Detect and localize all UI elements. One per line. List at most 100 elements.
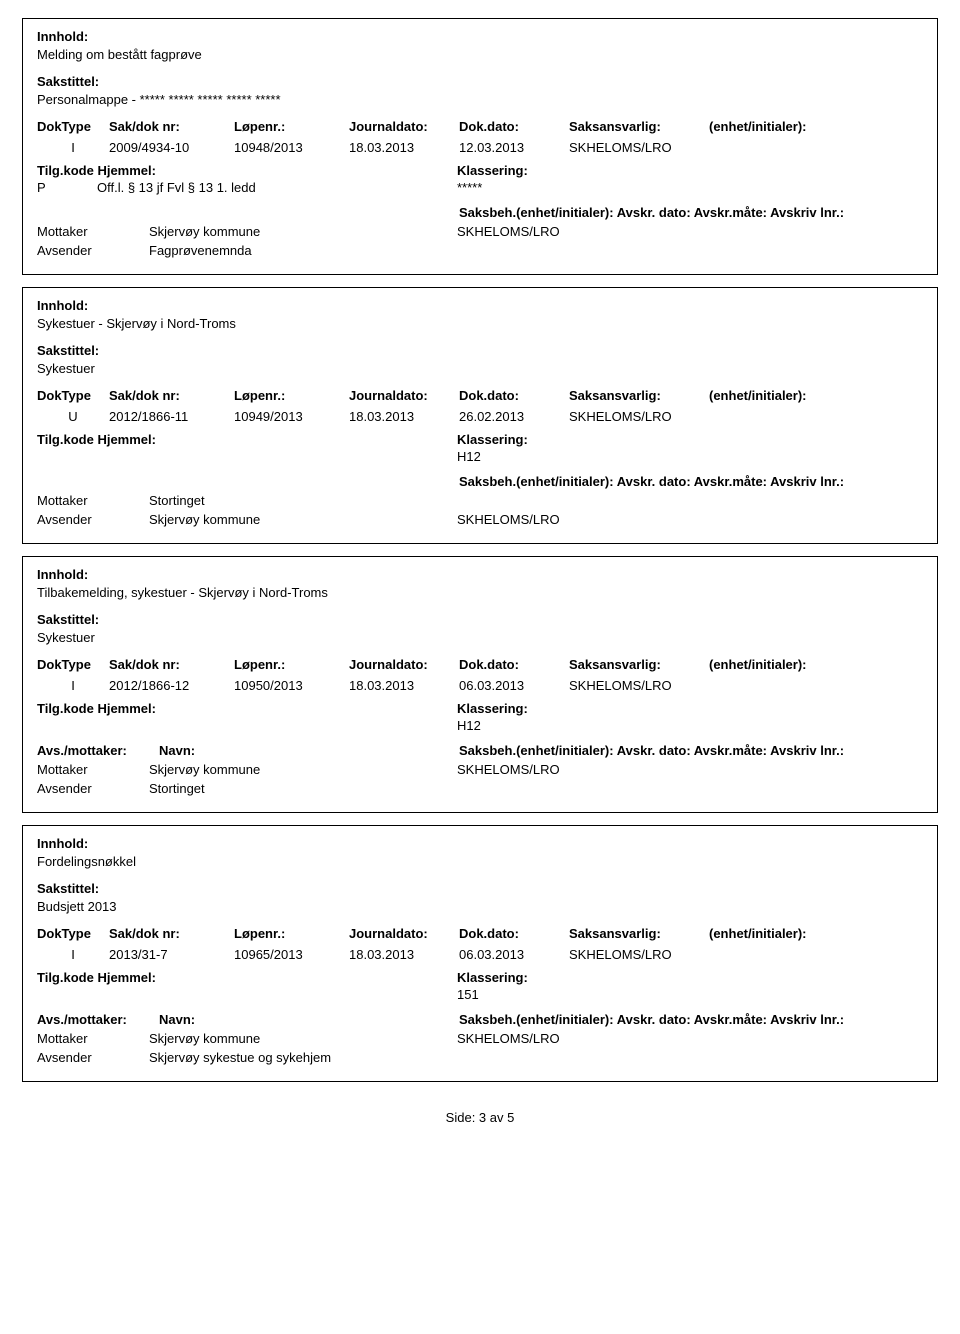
saksbeh-value: SKHELOMS/LRO: [457, 224, 560, 239]
meta-value-cell: 18.03.2013: [349, 140, 459, 155]
avs-mottaker-label: Avs./mottaker:: [37, 743, 159, 758]
hjemmel-value: Off.l. § 13 jf Fvl § 13 1. ledd: [97, 180, 256, 195]
meta-value-cell: I: [37, 947, 109, 962]
sakstittel-label: Sakstittel:: [37, 343, 923, 358]
tilgkode-label: Tilg.kode: [37, 432, 97, 447]
tilg-row: Tilg.kode Hjemmel:Klassering:: [37, 432, 923, 447]
avsender-row: AvsenderSkjervøy sykestue og sykehjem: [37, 1050, 923, 1065]
meta-header-cell: (enhet/initialer):: [709, 926, 859, 941]
navn-label: Navn:: [159, 1012, 459, 1027]
avsender-row: AvsenderSkjervøy kommuneSKHELOMS/LRO: [37, 512, 923, 527]
meta-value-row: I2013/31-710965/201318.03.201306.03.2013…: [37, 947, 923, 962]
meta-value-row: U2012/1866-1110949/201318.03.201326.02.2…: [37, 409, 923, 424]
klassering-label: Klassering:: [457, 432, 528, 447]
mottaker-value: Stortinget: [149, 493, 457, 508]
avsender-value: Skjervøy sykestue og sykehjem: [149, 1050, 457, 1065]
mottaker-row: MottakerSkjervøy kommuneSKHELOMS/LRO: [37, 762, 923, 777]
meta-value-cell: 26.02.2013: [459, 409, 569, 424]
meta-header-cell: (enhet/initialer):: [709, 388, 859, 403]
record: Innhold:Melding om bestått fagprøveSakst…: [22, 18, 938, 275]
saksbeh-header-row: Avs./mottaker:Navn:Saksbeh.(enhet/initia…: [37, 743, 923, 758]
avsender-row: AvsenderStortinget: [37, 781, 923, 796]
avsender-value: Stortinget: [149, 781, 457, 796]
hjemmel-label: Hjemmel:: [97, 701, 156, 716]
meta-header-cell: (enhet/initialer):: [709, 119, 859, 134]
record: Innhold:FordelingsnøkkelSakstittel:Budsj…: [22, 825, 938, 1082]
meta-header-cell: Saksansvarlig:: [569, 926, 709, 941]
avsender-row: AvsenderFagprøvenemnda: [37, 243, 923, 258]
meta-header-cell: Journaldato:: [349, 657, 459, 672]
meta-header-row: DokTypeSak/dok nr:Løpenr.:Journaldato:Do…: [37, 926, 923, 941]
meta-value-cell: U: [37, 409, 109, 424]
innhold-label: Innhold:: [37, 298, 923, 313]
meta-value-cell: 2009/4934-10: [109, 140, 234, 155]
page-footer: Side: 3 av 5: [22, 1110, 938, 1125]
saksbeh-label: Saksbeh.(enhet/initialer): Avskr. dato: …: [459, 1012, 844, 1027]
meta-value-cell: 10950/2013: [234, 678, 349, 693]
tilg-row: Tilg.kode Hjemmel:Klassering:: [37, 701, 923, 716]
meta-value-cell: 10965/2013: [234, 947, 349, 962]
klassering-label: Klassering:: [457, 163, 528, 178]
meta-header-cell: DokType: [37, 119, 109, 134]
saksbeh-value: SKHELOMS/LRO: [457, 762, 560, 777]
mottaker-value: Skjervøy kommune: [149, 1031, 457, 1046]
sakstittel-label: Sakstittel:: [37, 612, 923, 627]
navn-label: Navn:: [159, 743, 459, 758]
meta-header-cell: DokType: [37, 388, 109, 403]
meta-value-cell: [709, 409, 859, 424]
hjemmel-label: Hjemmel:: [97, 970, 156, 985]
avsender-label: Avsender: [37, 512, 149, 527]
tilgkode-label: Tilg.kode: [37, 163, 97, 178]
mottaker-row: MottakerSkjervøy kommuneSKHELOMS/LRO: [37, 1031, 923, 1046]
meta-header-cell: Løpenr.:: [234, 388, 349, 403]
saksbeh-header-row: Saksbeh.(enhet/initialer): Avskr. dato: …: [37, 474, 923, 489]
meta-header-cell: Saksansvarlig:: [569, 657, 709, 672]
klassering-label: Klassering:: [457, 970, 528, 985]
innhold-label: Innhold:: [37, 29, 923, 44]
mottaker-label: Mottaker: [37, 1031, 149, 1046]
avsender-value: Skjervøy kommune: [149, 512, 457, 527]
record: Innhold: Tilbakemelding, sykestuer - Skje…: [22, 556, 938, 813]
meta-header-cell: DokType: [37, 926, 109, 941]
innhold-label: Innhold:: [37, 567, 923, 582]
innhold-value: Sykestuer - Skjervøy i Nord-Troms: [37, 316, 923, 331]
tilg-value-row: H12: [37, 449, 923, 464]
mottaker-label: Mottaker: [37, 762, 149, 777]
klassering-value: 151: [457, 987, 479, 1002]
meta-value-cell: 18.03.2013: [349, 947, 459, 962]
meta-header-cell: Sak/dok nr:: [109, 388, 234, 403]
meta-header-cell: Journaldato:: [349, 119, 459, 134]
innhold-label: Innhold:: [37, 836, 923, 851]
meta-header-row: DokTypeSak/dok nr:Løpenr.:Journaldato:Do…: [37, 388, 923, 403]
tilg-row: Tilg.kode Hjemmel:Klassering:: [37, 970, 923, 985]
meta-value-cell: 18.03.2013: [349, 409, 459, 424]
meta-value-cell: 10949/2013: [234, 409, 349, 424]
meta-value-cell: SKHELOMS/LRO: [569, 409, 709, 424]
mottaker-row: MottakerStortinget: [37, 493, 923, 508]
innhold-value: Tilbakemelding, sykestuer - Skjervøy i N…: [37, 585, 923, 600]
klassering-value: H12: [457, 718, 481, 733]
mottaker-value: Skjervøy kommune: [149, 762, 457, 777]
mottaker-row: MottakerSkjervøy kommuneSKHELOMS/LRO: [37, 224, 923, 239]
avsender-label: Avsender: [37, 781, 149, 796]
avs-mottaker-label: Avs./mottaker:: [37, 1012, 159, 1027]
meta-header-cell: Sak/dok nr:: [109, 657, 234, 672]
innhold-value: Melding om bestått fagprøve: [37, 47, 923, 62]
meta-header-cell: Journaldato:: [349, 388, 459, 403]
meta-value-cell: 06.03.2013: [459, 678, 569, 693]
sakstittel-value: Budsjett 2013: [37, 899, 923, 914]
avs-mottaker-label: [37, 474, 159, 489]
meta-header-cell: Dok.dato:: [459, 119, 569, 134]
meta-header-cell: Dok.dato:: [459, 657, 569, 672]
record: Innhold: Sykestuer - Skjervøy i Nord-Trom…: [22, 287, 938, 544]
tilg-value-row: P Off.l. § 13 jf Fvl § 13 1. ledd*****: [37, 180, 923, 195]
tilgkode-value: [37, 987, 97, 1002]
saksbeh-value-alt: SKHELOMS/LRO: [457, 512, 560, 527]
meta-value-row: I2009/4934-1010948/201318.03.201312.03.2…: [37, 140, 923, 155]
meta-header-cell: Sak/dok nr:: [109, 926, 234, 941]
avsender-label: Avsender: [37, 1050, 149, 1065]
meta-value-cell: SKHELOMS/LRO: [569, 678, 709, 693]
records-container: Innhold: Melding om bestått fagprøve Sakst…: [22, 18, 938, 1082]
meta-header-cell: (enhet/initialer):: [709, 657, 859, 672]
tilgkode-value: [37, 718, 97, 733]
